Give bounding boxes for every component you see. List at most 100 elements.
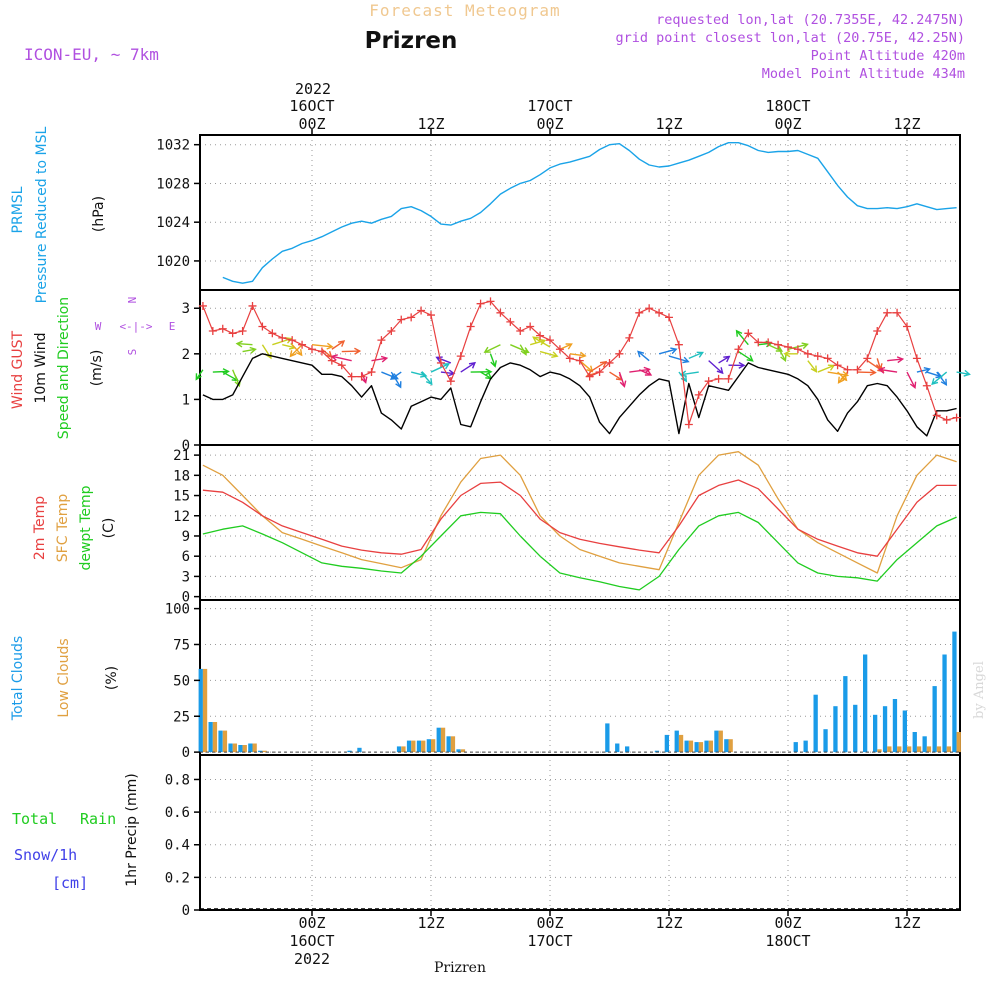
x-tick-label-bottom: 12Z — [655, 914, 682, 932]
wind-arrow-head — [485, 368, 493, 376]
x-tick-label-bottom: 12Z — [893, 914, 920, 932]
y-tick-label: 0.6 — [165, 805, 190, 821]
compass-w: W — [95, 320, 102, 333]
total-cloud-bar — [902, 710, 907, 753]
wind-arrow-head — [643, 366, 651, 374]
x-tick-label-bottom: 16OCT — [289, 932, 334, 950]
gust-marker — [317, 347, 326, 356]
wind-direction-arrow — [371, 357, 387, 362]
wind-arrow-head — [670, 347, 678, 355]
wind-label: 10m Wind — [33, 332, 49, 403]
gust-marker — [228, 329, 237, 338]
gust-marker — [912, 354, 921, 363]
total-cloud-bar — [823, 729, 828, 753]
wind-arrow-head — [682, 356, 690, 364]
total-cloud-bar — [396, 746, 402, 753]
dew-label: dewpt Temp — [78, 485, 94, 570]
compass-arrow: <-|-> — [119, 320, 152, 333]
model-label: ICON-EU, ~ 7km — [24, 45, 159, 64]
top-year: 2022 — [295, 80, 331, 98]
total-cloud-bar — [625, 746, 630, 753]
wind-arrow-head — [395, 381, 402, 389]
total-cloud-bar — [813, 694, 818, 753]
wind-arrow-head — [746, 355, 754, 362]
wind-direction-arrow — [290, 344, 303, 357]
low-cloud-bar — [718, 730, 723, 753]
wind-direction-arrow — [222, 371, 239, 382]
x-tick-label-top: 16OCT — [289, 97, 334, 115]
gust-marker — [843, 365, 852, 374]
tick-layer: 1020102410281032012303691215182102550751… — [156, 97, 920, 968]
low-cloud-bar — [897, 746, 902, 753]
panel-frame — [199, 134, 961, 291]
x-tick-label-top: 00Z — [536, 115, 563, 133]
wind-direction-arrow — [838, 371, 849, 384]
total-cloud-bar — [932, 686, 937, 753]
gust-marker — [446, 377, 455, 386]
compass-s: S — [126, 349, 139, 356]
gust-marker — [466, 322, 475, 331]
wind-direction-arrow — [906, 371, 916, 389]
low-cloud-bar — [450, 736, 456, 753]
wind-direction-arrow — [857, 371, 876, 374]
total-cloud-bar — [882, 706, 888, 753]
wind-arrow-head — [877, 366, 886, 374]
wind-direction-arrow — [817, 364, 835, 373]
total-cloud-bar — [674, 730, 679, 753]
gust-marker — [546, 336, 554, 345]
low-cloud-bar — [728, 739, 733, 753]
wind-direction-arrow — [876, 358, 882, 370]
wind-arrow-head — [389, 373, 398, 381]
wind-direction-arrow — [519, 344, 527, 355]
x-tick-label-top: 17OCT — [527, 97, 572, 115]
gust-marker — [734, 345, 743, 354]
wind-direction-arrow — [331, 340, 345, 350]
low-cloud-bar — [232, 743, 237, 753]
gust-marker — [932, 411, 941, 420]
total-cloud-bar — [436, 727, 441, 753]
total-cloud-bar — [456, 749, 461, 753]
total-cloud-bar — [952, 631, 957, 753]
rain-label-b: Rain — [80, 810, 116, 828]
wind-direction-arrow — [436, 356, 452, 364]
x-tick-label-bottom: 12Z — [417, 914, 444, 932]
gust-marker — [407, 313, 416, 322]
wind-direction-arrow — [637, 350, 650, 362]
total-cloud-bar — [853, 704, 858, 753]
wind-speed-line — [202, 353, 957, 437]
total-cloud-bar — [843, 676, 848, 753]
total-cloud-bar — [873, 714, 878, 753]
wind-arrow-head — [923, 367, 932, 374]
wind-unit: (m/s) — [89, 350, 105, 387]
wind-arrow-head — [963, 369, 971, 377]
x-tick-label-top: 00Z — [774, 115, 801, 133]
gust-marker — [813, 352, 822, 361]
low-cloud-bar — [401, 746, 406, 753]
wind-direction-arrow — [589, 361, 607, 373]
wind-arrow-head — [738, 361, 746, 369]
wind-arrow-head — [289, 350, 297, 358]
gust-marker — [853, 365, 862, 374]
product-title: Forecast Meteogram — [369, 1, 560, 20]
total-cloud-bar — [793, 742, 798, 753]
wind-direction-arrow — [916, 368, 930, 373]
wind-arrow-head — [520, 348, 527, 356]
wind-direction-arrow — [242, 348, 256, 353]
total-cloud-bar — [238, 745, 243, 753]
gust-marker — [754, 338, 763, 347]
wind-direction-arrow — [579, 360, 593, 372]
total-cloud-bar — [357, 747, 362, 753]
y-tick-label: 6 — [182, 549, 190, 565]
wind-arrow-head — [940, 378, 948, 387]
gust-marker — [308, 345, 316, 354]
low-cloud-bar — [956, 732, 961, 753]
wind-arrow-head — [425, 378, 433, 386]
dewpoint-line — [202, 511, 957, 591]
gust-marker — [526, 322, 535, 331]
x-tick-label-bottom: 00Z — [536, 914, 563, 932]
wind-direction-arrow — [668, 355, 689, 363]
wind-direction-arrow — [931, 371, 948, 385]
wind-direction-arrow — [736, 330, 749, 346]
gust-marker — [655, 308, 664, 317]
